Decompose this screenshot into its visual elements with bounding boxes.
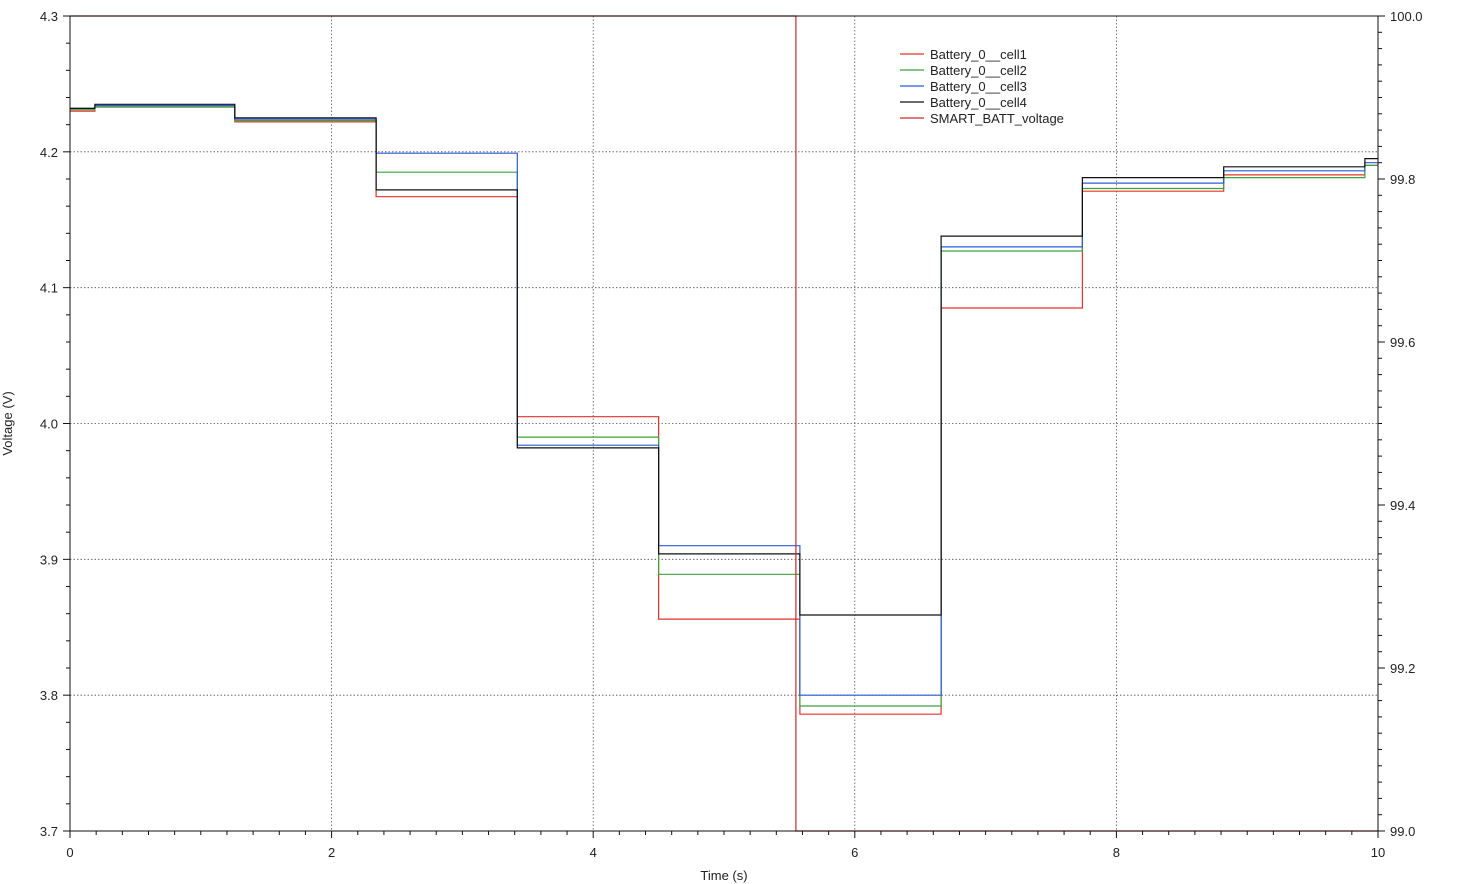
- y-tick-label: 4.3: [40, 9, 58, 24]
- legend-label: Battery_0__cell3: [930, 79, 1027, 94]
- y-tick-label: 3.9: [40, 552, 58, 567]
- y2-tick-label: 99.2: [1390, 661, 1415, 676]
- x-tick-label: 4: [590, 845, 597, 860]
- y2-tick-label: 99.4: [1390, 498, 1415, 513]
- legend-label: Battery_0__cell2: [930, 63, 1027, 78]
- y-tick-label: 3.8: [40, 688, 58, 703]
- gridlines: [70, 16, 1378, 831]
- x-tick-label: 2: [328, 845, 335, 860]
- x-axis-label: Time (s): [700, 868, 747, 883]
- legend-label: Battery_0__cell4: [930, 95, 1027, 110]
- y2-tick-label: 99.0: [1390, 824, 1415, 839]
- axis-ticks: 0 2 4 6 8 10 3.7 3.8 3.9 4.0 4.1 4.2 4.3 99.0 99.2 99.4…: [40, 9, 1423, 860]
- legend-label: Battery_0__cell1: [930, 47, 1027, 62]
- y-axis-label: Voltage (V): [0, 391, 15, 455]
- y-tick-label: 4.1: [40, 281, 58, 296]
- x-tick-label: 6: [851, 845, 858, 860]
- y2-tick-label: 99.8: [1390, 172, 1415, 187]
- y-tick-label: 4.2: [40, 145, 58, 160]
- y2-tick-label: 100.0: [1390, 9, 1423, 24]
- series-line-4: [70, 103, 1378, 616]
- y-tick-label: 3.7: [40, 824, 58, 839]
- y-tick-label: 4.0: [40, 417, 58, 432]
- x-tick-label: 0: [66, 845, 73, 860]
- legend-label: SMART_BATT_voltage: [930, 111, 1064, 126]
- x-tick-label: 10: [1371, 845, 1385, 860]
- legend: Battery_0__cell1Battery_0__cell2Battery_…: [900, 47, 1064, 126]
- x-tick-label: 8: [1113, 845, 1120, 860]
- y2-tick-label: 99.6: [1390, 335, 1415, 350]
